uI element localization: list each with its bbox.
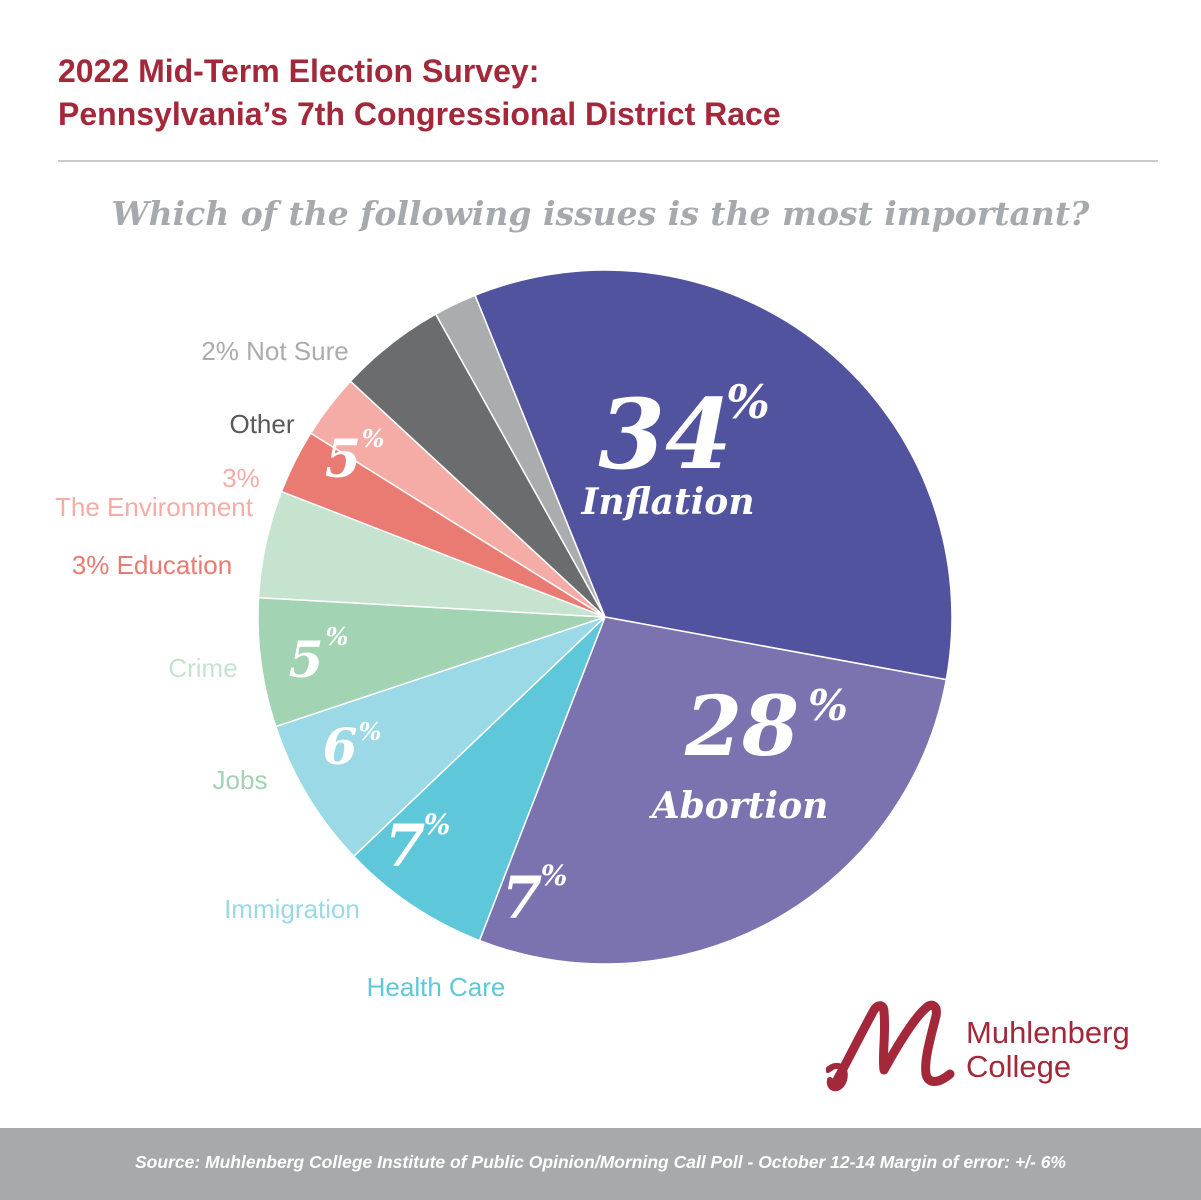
immigration-pct: 7 <box>385 812 425 880</box>
jobs-pct: 6 <box>323 717 358 776</box>
jobs-pct-sign: % <box>359 717 382 746</box>
immigration-label: Immigration <box>224 894 360 924</box>
logo-line-2: College <box>966 1049 1072 1084</box>
pie-slice-immigration <box>274 616 606 858</box>
healthcare-pct: 7 <box>502 864 542 932</box>
source-note: Source: Muhlenberg College Institute of … <box>135 1152 1066 1172</box>
education-label: 3% Education <box>72 550 232 580</box>
title-divider <box>58 160 1158 162</box>
muhlenberg-m-emblem-icon <box>826 1000 955 1092</box>
other-pct-sign: % <box>362 424 385 453</box>
pie-slice-abortion <box>478 616 948 965</box>
abortion-pct: 28 <box>684 679 799 775</box>
pie-slice-inflation <box>474 269 953 681</box>
healthcare-label: Health Care <box>367 972 506 1002</box>
other-label: Other <box>229 409 294 439</box>
inflation-pct-sign: % <box>726 375 770 429</box>
logo-line-1: Muhlenberg <box>966 1015 1130 1050</box>
pie-slice-jobs <box>257 596 606 728</box>
environment-label: The Environment <box>55 492 254 522</box>
notsure-label: 2% Not Sure <box>201 336 348 366</box>
page-title: 2022 Mid-Term Election Survey: Pennsylva… <box>58 50 781 136</box>
title-line-2: Pennsylvania’s 7th Congressional Distric… <box>58 96 781 132</box>
inflation-pct: 34 <box>598 378 732 491</box>
chart-question: Which of the following issues is the mos… <box>111 194 1090 233</box>
pie-slice-health-care <box>352 616 606 942</box>
crime-label: Crime <box>168 653 237 683</box>
healthcare-pct-sign: % <box>541 859 568 892</box>
pie-slice-not-sure <box>434 294 606 618</box>
crime-pct: 5 <box>289 630 324 689</box>
other-pct: 5 <box>325 429 361 490</box>
immigration-pct-sign: % <box>424 808 451 841</box>
muhlenberg-logo: Muhlenberg College <box>826 1000 1176 1095</box>
title-line-1: 2022 Mid-Term Election Survey: <box>58 53 540 89</box>
inflation-label: Inflation <box>580 481 754 523</box>
pie-slices <box>257 269 953 965</box>
environment-pct: 3% <box>222 463 260 493</box>
crime-pct-sign: % <box>326 622 349 651</box>
jobs-label: Jobs <box>213 765 268 795</box>
abortion-label: Abortion <box>649 785 829 827</box>
footer-bar: Source: Muhlenberg College Institute of … <box>0 1128 1201 1200</box>
abortion-pct-sign: % <box>808 681 848 730</box>
